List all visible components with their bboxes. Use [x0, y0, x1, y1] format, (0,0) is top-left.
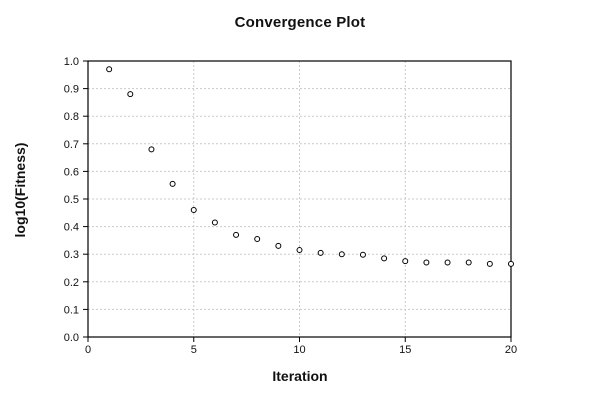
- data-point: [106, 66, 113, 73]
- y-tick-label: 0.3: [64, 249, 79, 261]
- x-tick-label: 15: [399, 344, 411, 356]
- y-tick-label: 0.9: [64, 84, 79, 96]
- y-tick-label: 1.0: [64, 56, 79, 68]
- y-tick-label: 0.1: [64, 304, 79, 316]
- y-tick-label: 0.0: [64, 332, 79, 344]
- data-point: [402, 258, 409, 265]
- data-point: [275, 242, 282, 249]
- data-point: [211, 219, 218, 226]
- x-tick-label: 5: [191, 344, 197, 356]
- chart-title: Convergence Plot: [234, 14, 366, 31]
- x-tick-label: 20: [505, 344, 517, 356]
- data-point: [296, 247, 303, 254]
- x-tick-label: 10: [293, 344, 305, 356]
- y-tick-label: 0.7: [64, 139, 79, 151]
- data-point: [254, 236, 261, 243]
- y-tick-label: 0.4: [64, 222, 79, 234]
- x-tick-label: 0: [85, 344, 91, 356]
- y-tick-label: 0.6: [64, 166, 79, 178]
- data-point: [486, 260, 493, 267]
- data-point: [169, 180, 176, 187]
- y-tick-label: 0.2: [64, 277, 79, 289]
- data-point: [381, 255, 388, 262]
- data-point: [465, 259, 472, 266]
- data-point: [444, 259, 451, 266]
- data-point: [233, 231, 240, 238]
- data-point: [423, 259, 430, 266]
- data-point: [148, 146, 155, 153]
- x-axis-label: Iteration: [272, 368, 328, 384]
- y-tick-label: 0.8: [64, 111, 79, 123]
- data-point: [317, 249, 324, 256]
- data-point: [359, 251, 366, 258]
- data-point: [127, 91, 134, 98]
- data-point: [190, 207, 197, 214]
- data-point: [508, 260, 514, 267]
- data-point: [338, 251, 345, 258]
- y-tick-label: 0.5: [64, 194, 79, 206]
